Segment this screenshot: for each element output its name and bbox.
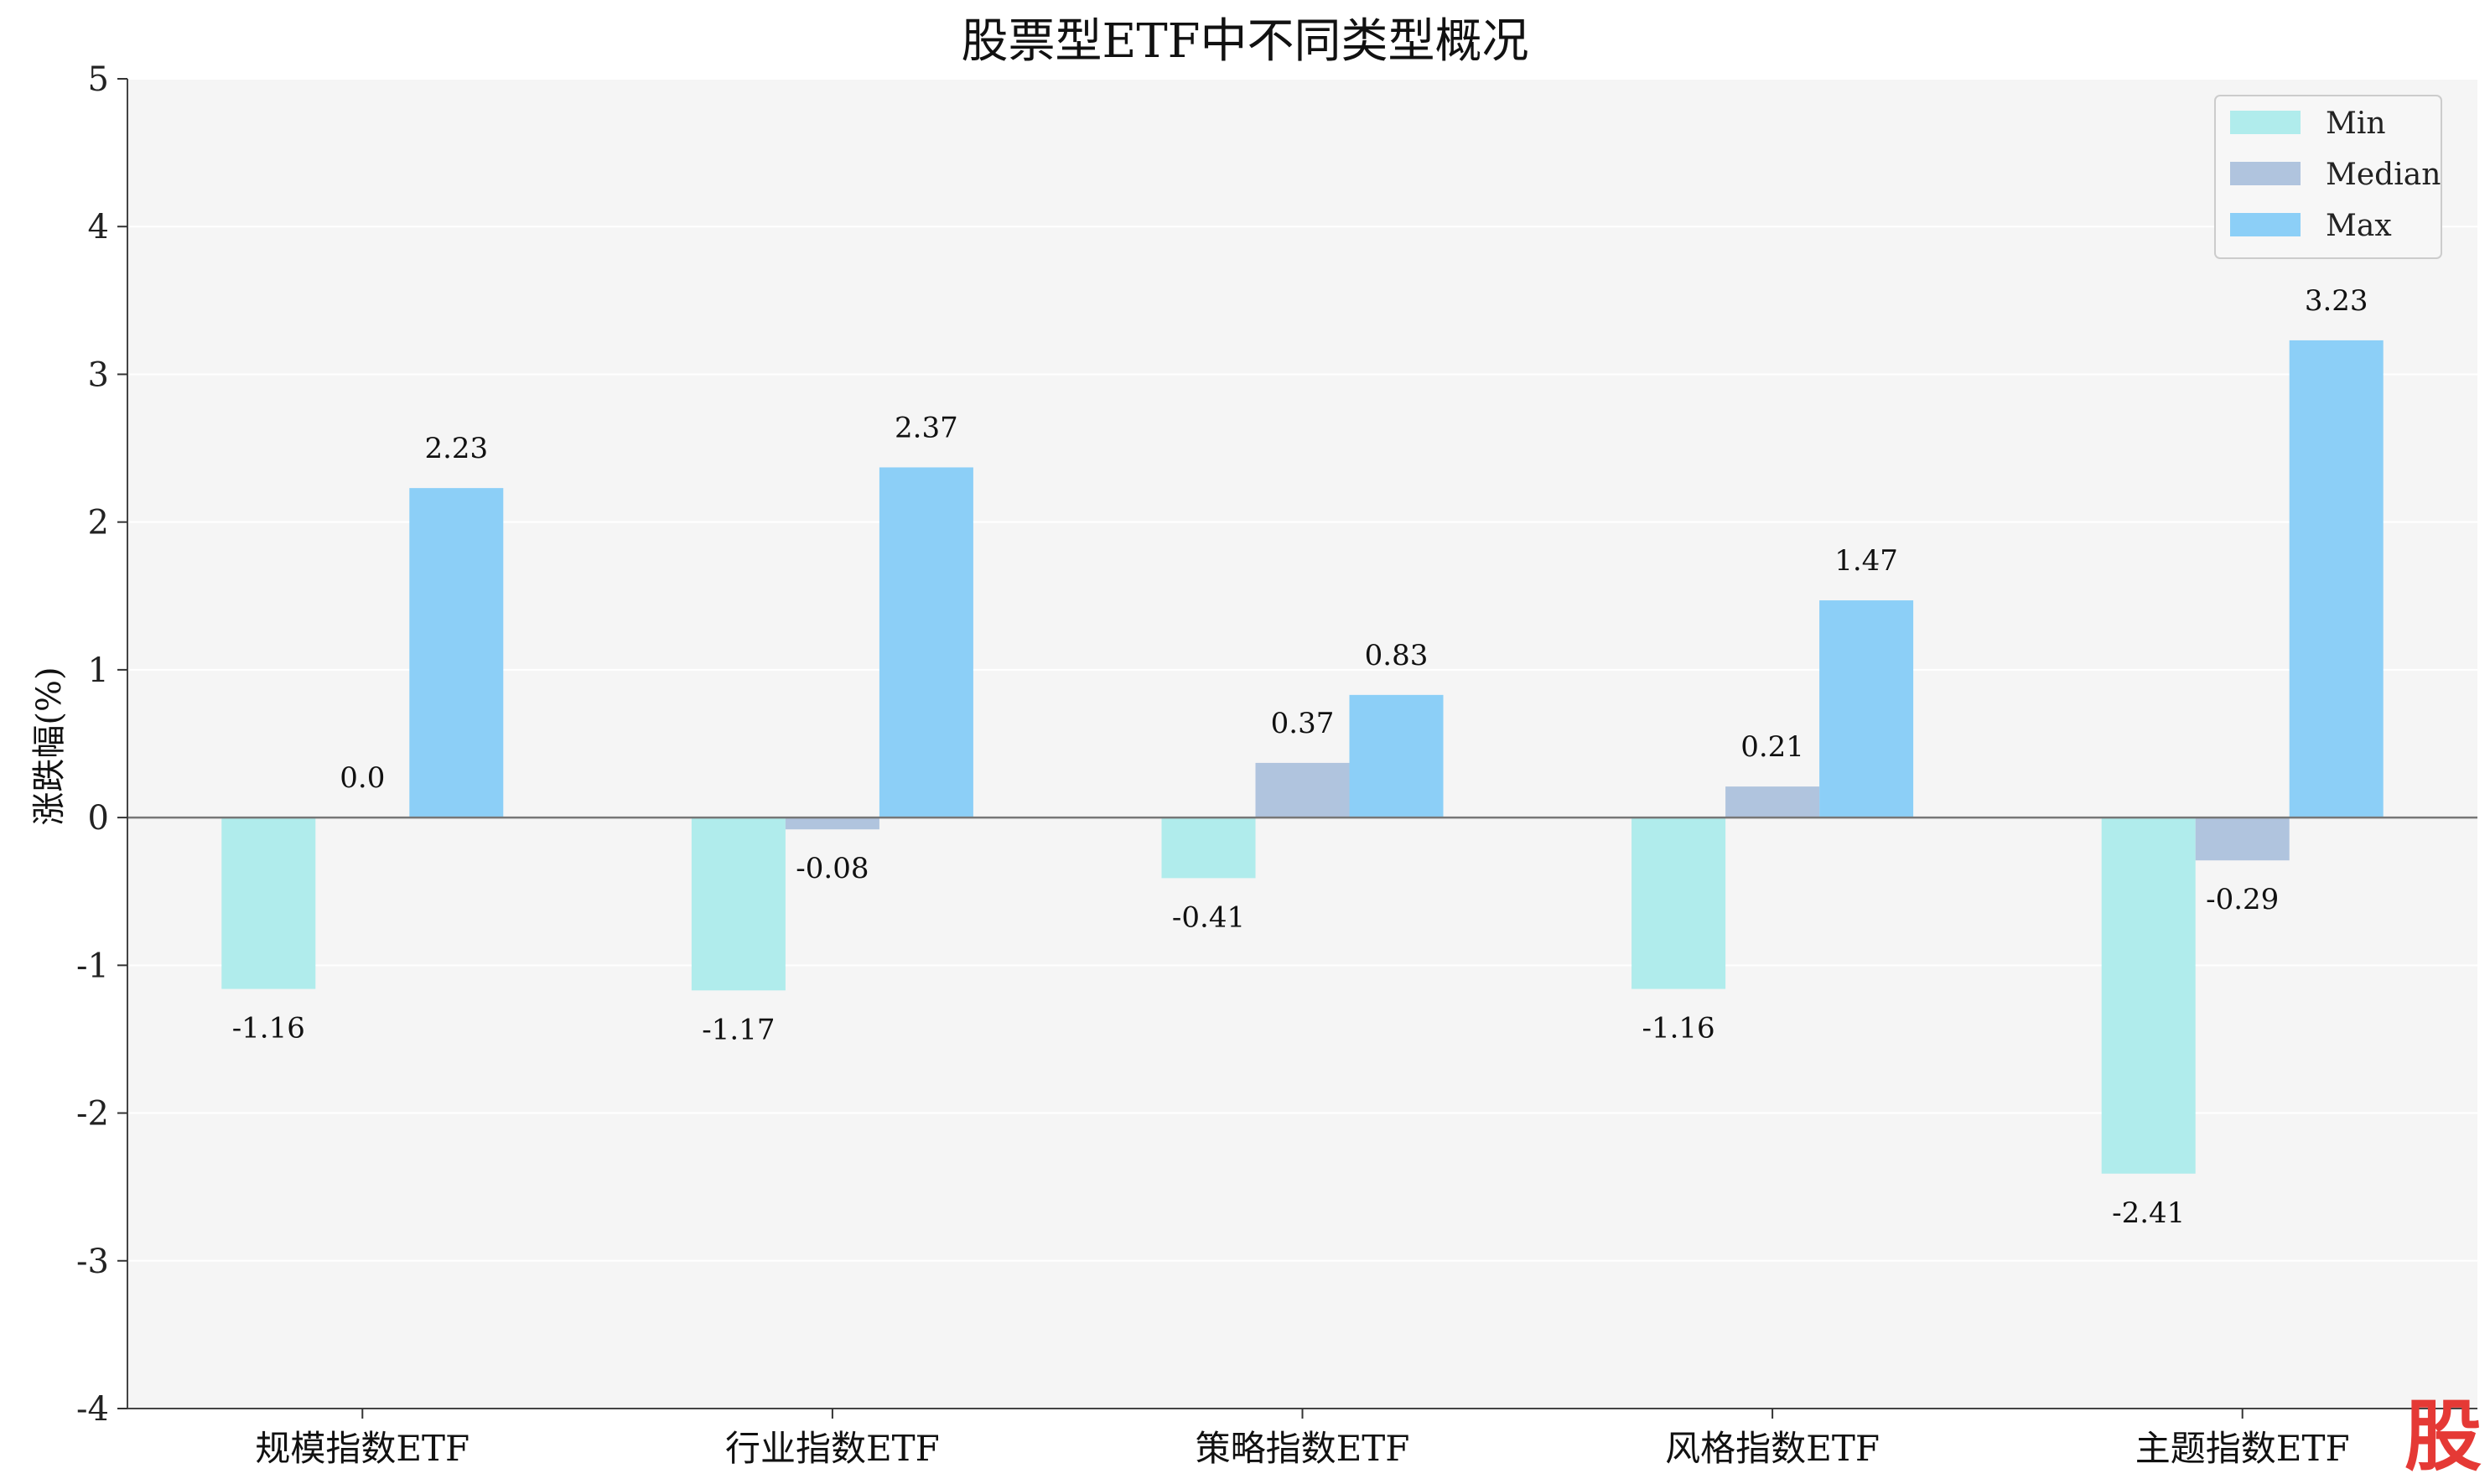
value-label: 3.23 bbox=[2305, 284, 2368, 318]
bar-min bbox=[2101, 817, 2196, 1174]
value-label: -1.17 bbox=[702, 1013, 775, 1046]
bar-max bbox=[1349, 694, 1444, 818]
watermark-logo: 股 bbox=[2404, 1391, 2482, 1481]
y-tick-label: 2 bbox=[88, 504, 109, 542]
legend-swatch-min bbox=[2230, 111, 2301, 134]
y-tick-label: -3 bbox=[76, 1243, 109, 1281]
y-axis-label: 涨跌幅(%) bbox=[30, 667, 69, 825]
value-label: 1.47 bbox=[1834, 544, 1898, 578]
bar-min bbox=[1161, 817, 1256, 879]
legend: Min Median Max bbox=[2214, 95, 2442, 259]
x-tick-label: 行业指数ETF bbox=[725, 1428, 940, 1469]
bar-median bbox=[1725, 786, 1820, 818]
bar-min bbox=[1631, 817, 1726, 989]
legend-swatch-max bbox=[2230, 213, 2301, 236]
bar-median bbox=[2195, 817, 2290, 861]
plot-background bbox=[127, 79, 2477, 1409]
legend-label: Max bbox=[2326, 209, 2392, 243]
value-label: -0.41 bbox=[1172, 900, 1245, 934]
bar-max bbox=[409, 488, 504, 818]
bar-max bbox=[879, 467, 973, 818]
value-label: -0.29 bbox=[2206, 883, 2279, 916]
bar-max bbox=[1819, 600, 1914, 818]
bars bbox=[221, 340, 2384, 1174]
value-label: 2.23 bbox=[424, 432, 488, 465]
value-label: -1.16 bbox=[232, 1012, 305, 1046]
y-tick-label: 1 bbox=[88, 651, 109, 690]
bar-max bbox=[2289, 340, 2384, 818]
bar-median bbox=[785, 817, 879, 830]
x-tick-label: 风格指数ETF bbox=[1665, 1428, 1880, 1469]
value-label: 0.0 bbox=[340, 761, 385, 795]
x-tick-label: 规模指数ETF bbox=[255, 1428, 469, 1469]
y-tick-label: 5 bbox=[88, 60, 109, 99]
bar-median bbox=[1255, 762, 1350, 818]
bar-min bbox=[221, 817, 316, 989]
value-labels: -1.16 0.0 2.23 -1.17 -0.08 2.37 -0.41 0.37 0.83 -… bbox=[232, 284, 2368, 1230]
grid-lines bbox=[127, 78, 2477, 1409]
y-tick-label: 4 bbox=[88, 208, 109, 246]
bar-min bbox=[691, 817, 786, 991]
y-tick-label: -4 bbox=[76, 1390, 109, 1429]
legend-swatch-median bbox=[2230, 162, 2301, 185]
x-ticks: 规模指数ETF 行业指数ETF 策略指数ETF 风格指数ETF 主题指数ETF bbox=[255, 1409, 2350, 1469]
y-ticks: -4 -3 -2 -1 0 1 2 3 4 5 bbox=[76, 60, 127, 1429]
value-label: -2.41 bbox=[2112, 1196, 2185, 1230]
y-tick-label: 3 bbox=[88, 355, 109, 394]
value-label: -0.08 bbox=[796, 852, 869, 885]
value-label: 0.21 bbox=[1740, 730, 1804, 764]
x-tick-label: 策略指数ETF bbox=[1196, 1428, 1410, 1469]
x-tick-label: 主题指数ETF bbox=[2135, 1428, 2350, 1469]
value-label: -1.16 bbox=[1642, 1012, 1714, 1046]
y-tick-label: -2 bbox=[76, 1095, 109, 1134]
legend-label: Median bbox=[2326, 158, 2441, 192]
value-label: 2.37 bbox=[895, 411, 958, 444]
value-label: 0.37 bbox=[1271, 707, 1335, 740]
value-label: 0.83 bbox=[1365, 639, 1429, 672]
chart-title: 股票型ETF中不同类型概况 bbox=[961, 14, 1528, 69]
legend-label: Min bbox=[2326, 106, 2386, 141]
y-tick-label: 0 bbox=[88, 799, 109, 838]
y-tick-label: -1 bbox=[76, 947, 109, 985]
